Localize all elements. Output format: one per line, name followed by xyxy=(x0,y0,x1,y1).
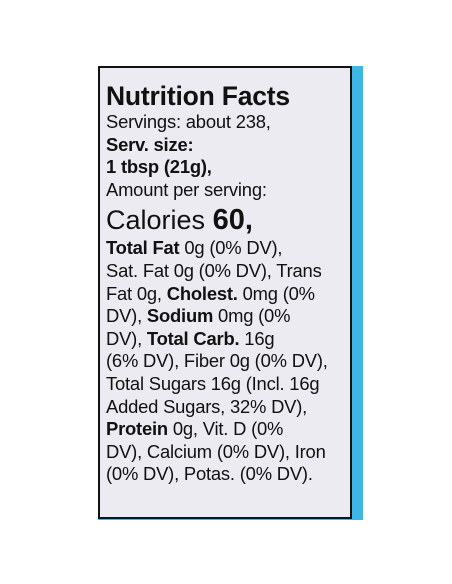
sodium-dv: DV), xyxy=(106,327,147,349)
protein-value: 0g, Vit. D (0% xyxy=(167,418,284,440)
cholesterol-dv: DV), xyxy=(106,305,147,327)
added-sugars-line: Added Sugars, 32% DV), xyxy=(106,395,308,417)
cholesterol-value: 0mg (0% xyxy=(237,282,315,304)
nutrition-facts-panel: Nutrition Facts Servings: about 238, Ser… xyxy=(98,66,352,519)
carb-dv-fiber-line: (6% DV), Fiber 0g (0% DV), xyxy=(106,350,328,372)
sodium-value: 0mg (0% xyxy=(213,305,291,327)
total-carb-label: Total Carb. xyxy=(146,327,240,349)
protein-label: Protein xyxy=(106,418,168,440)
sodium-line: DV), Sodium 0mg (0% xyxy=(106,305,350,328)
serving-size-label-text: Serv. size: xyxy=(106,133,194,155)
cholesterol-label: Cholest. xyxy=(166,282,238,304)
sat-fat-line: Sat. Fat 0g (0% DV), Trans xyxy=(106,259,322,281)
potassium-line: (0% DV), Potas. (0% DV). xyxy=(106,463,313,485)
trans-fat-text: Fat 0g, xyxy=(106,282,167,304)
total-fat-value: 0g (0% DV), xyxy=(179,237,283,259)
calories-value: 60, xyxy=(212,204,253,237)
total-carb-line: DV), Total Carb. 16g xyxy=(106,328,350,351)
serving-size-label: Serv. size: xyxy=(106,134,350,157)
nutrition-facts-title: Nutrition Facts xyxy=(106,81,290,111)
total-carb-value: 16g xyxy=(239,327,275,349)
total-fat-line: Total Fat 0g (0% DV), xyxy=(106,237,350,260)
calories-label: Calories xyxy=(106,205,206,236)
protein-line: Protein 0g, Vit. D (0% xyxy=(106,418,350,441)
amount-per-serving: Amount per serving: xyxy=(106,178,267,200)
trans-fat-cholesterol-line: Fat 0g, Cholest. 0mg (0% xyxy=(106,283,350,306)
calcium-iron-line: DV), Calcium (0% DV), Iron xyxy=(106,440,326,462)
serving-size-value: 1 tbsp (21g), xyxy=(106,156,350,179)
total-sugars-line: Total Sugars 16g (Incl. 16g xyxy=(106,372,320,394)
sodium-label: Sodium xyxy=(146,305,214,327)
calories-line: Calories 60, xyxy=(106,205,350,235)
serving-size-value-text: 1 tbsp (21g), xyxy=(106,156,212,178)
total-fat-label: Total Fat xyxy=(106,237,180,259)
servings-line: Servings: about 238, xyxy=(106,111,271,132)
